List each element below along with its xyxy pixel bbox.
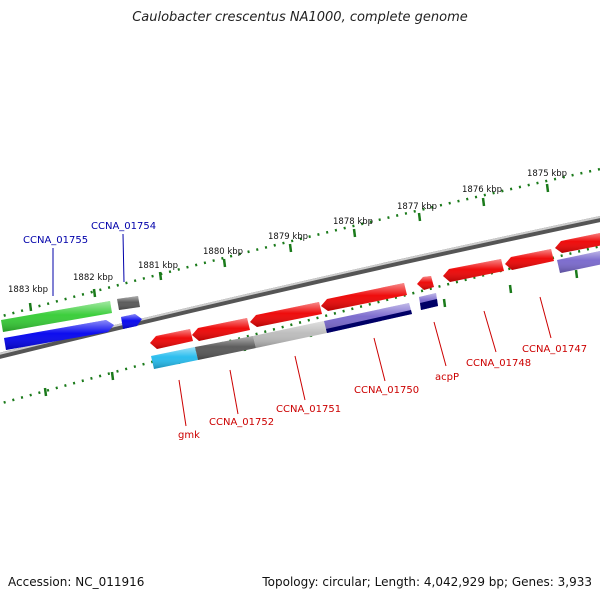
leader-line-ccna-01751: [294, 355, 306, 401]
feature-ccna-01750-gene-shadow: [326, 310, 412, 333]
feature-gloss: [151, 347, 198, 369]
gene-label-leaders: [52, 233, 552, 427]
ruler-labels: 1875 kbp 1876 kbp 1877 kbp 1878 kbp 1879…: [8, 169, 567, 295]
ruler-major-tick: [43, 387, 48, 397]
feature-gloss: [192, 318, 250, 341]
ruler-major-tick: [442, 298, 447, 308]
ruler-label: 1880 kbp: [203, 247, 243, 257]
genome-summary: Topology: circular; Length: 4,042,929 bp…: [262, 575, 592, 589]
feature-gloss: [417, 276, 434, 290]
ruler-major-tick: [28, 302, 33, 312]
gene-label-ccna-01755[interactable]: CCNA_01755: [23, 235, 88, 246]
feature-gloss: [321, 283, 407, 311]
gene-label-ccna-01747[interactable]: CCNA_01747: [522, 344, 587, 355]
ruler-outer-major-ticks: [28, 183, 550, 312]
feature-gloss: [443, 259, 504, 282]
ruler-label: 1876 kbp: [462, 185, 502, 195]
ruler-label: 1882 kbp: [73, 273, 113, 283]
feature-gloss: [1, 301, 112, 332]
gene-labels: CCNA_01755 CCNA_01754 gmk CCNA_01752 CCN…: [23, 221, 587, 441]
feature-gloss: [117, 296, 140, 310]
leader-line-ccna-01750: [373, 337, 386, 382]
ruler-major-tick: [574, 269, 579, 279]
ruler-label: 1879 kbp: [268, 232, 308, 242]
ruler-major-tick: [158, 271, 163, 281]
accession-label: Accession: NC_011916: [8, 575, 145, 589]
ruler-major-tick: [288, 243, 293, 253]
feature-gloss: [4, 320, 114, 350]
ruler-major-tick: [110, 371, 115, 381]
ruler-label: 1878 kbp: [333, 217, 373, 227]
feature-gloss: [253, 321, 327, 348]
ruler-major-tick: [92, 288, 97, 298]
gene-label-acpp[interactable]: acpP: [435, 372, 459, 383]
reverse-strand-gene-features: [151, 251, 600, 369]
feature-gloss: [555, 233, 600, 253]
gene-label-ccna-01751[interactable]: CCNA_01751: [276, 404, 341, 415]
gene-label-ccna-01752[interactable]: CCNA_01752: [209, 417, 274, 428]
reverse-strand-cds-features: [150, 233, 600, 349]
feature-gloss: [121, 314, 142, 329]
leader-line-ccna-01747: [539, 296, 552, 339]
gene-label-ccna-01754[interactable]: CCNA_01754: [91, 221, 156, 232]
ruler-label: 1875 kbp: [527, 169, 567, 179]
feature-gloss: [150, 329, 193, 349]
feature-gloss: [250, 302, 322, 327]
ruler-major-tick: [545, 183, 550, 193]
ruler-label: 1877 kbp: [397, 202, 437, 212]
map-title: Caulobacter crescentus NA1000, complete …: [132, 10, 468, 25]
leader-line-gmk: [178, 379, 187, 427]
ruler-major-tick: [417, 212, 422, 222]
feature-gloss: [505, 249, 554, 270]
leader-line-acpp: [433, 321, 447, 367]
ruler-major-tick: [508, 284, 513, 294]
ruler-label: 1881 kbp: [138, 261, 178, 271]
ruler-major-tick: [222, 258, 227, 268]
leader-line-ccna-01754: [122, 233, 125, 283]
feature-gloss: [557, 251, 600, 273]
leader-line-ccna-01748: [483, 310, 497, 353]
feature-gloss: [195, 336, 256, 360]
gene-label-gmk[interactable]: gmk: [178, 430, 200, 441]
gene-label-ccna-01748[interactable]: CCNA_01748: [466, 358, 531, 369]
ruler-major-tick: [481, 197, 486, 207]
forward-strand-features: [1, 296, 142, 350]
leader-line-ccna-01752: [229, 369, 239, 415]
gene-label-ccna-01750[interactable]: CCNA_01750: [354, 385, 419, 396]
ruler-outer-track: [0, 167, 600, 318]
ruler-label: 1883 kbp: [8, 285, 48, 295]
ruler-major-tick: [352, 228, 357, 238]
feature-acpp-gene-shadow: [420, 299, 438, 310]
